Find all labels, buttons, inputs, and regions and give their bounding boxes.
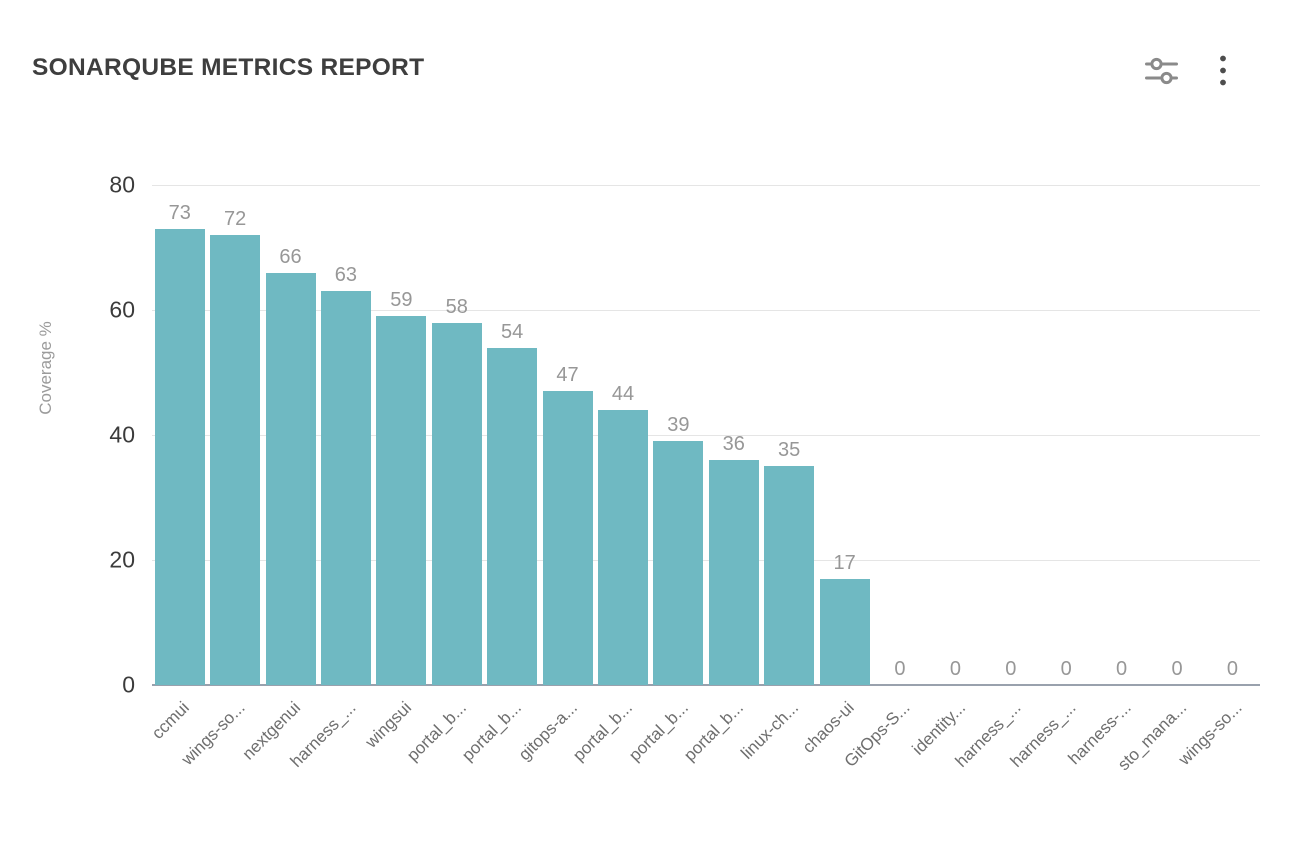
x-axis-label-text: portal_b... <box>569 698 637 765</box>
bar[interactable] <box>376 316 427 685</box>
bar-value-label: 72 <box>223 208 247 230</box>
bar-value-label: 0 <box>1116 658 1128 680</box>
bar-value-label: 0 <box>1005 658 1017 680</box>
bar-slot: 58 <box>429 185 484 685</box>
y-tick-label-40: 40 <box>109 421 135 448</box>
gridline-40 <box>152 435 1260 436</box>
bar[interactable] <box>819 578 870 685</box>
plot-area: 0 20 40 60 80 73 72 66 63 59 58 54 47 44 39 36 35 17 0 0 0 0… <box>109 172 1260 774</box>
x-axis-label-text: wingsui <box>361 698 415 752</box>
bar-value-label: 0 <box>1171 658 1183 680</box>
bar-slot: 47 <box>540 185 595 685</box>
y-tick-label-20: 20 <box>109 546 135 573</box>
bar-value-label: 0 <box>894 658 906 680</box>
bar-slot: 59 <box>374 185 429 685</box>
bar-slot: 0 <box>1094 185 1149 685</box>
bar[interactable] <box>320 291 371 685</box>
bars-container: 73 72 66 63 59 58 54 47 44 39 36 35 17 0 0 0 0 0 0 0 <box>152 185 1260 685</box>
bar[interactable] <box>265 272 316 685</box>
y-tick-label-80: 80 <box>109 171 135 198</box>
bar-slot: 17 <box>817 185 872 685</box>
bar-value-label: 73 <box>168 201 191 224</box>
bar[interactable] <box>431 322 482 685</box>
y-axis-title: Coverage % <box>36 321 55 415</box>
bar[interactable] <box>764 466 815 685</box>
bar[interactable] <box>210 235 261 685</box>
bar-slot: 0 <box>1039 185 1094 685</box>
sliders-filter-icon <box>1144 57 1179 92</box>
bar-slot: 73 <box>152 185 207 685</box>
bar-slot: 39 <box>651 185 706 685</box>
x-axis-label-text: portal_b... <box>680 698 748 765</box>
bar[interactable] <box>708 460 759 685</box>
bar[interactable] <box>542 391 593 685</box>
bar-value-label: 59 <box>390 289 413 312</box>
gridline-20 <box>152 560 1260 561</box>
bar-value-label: 54 <box>501 320 524 343</box>
bar-slot: 0 <box>1205 185 1260 685</box>
y-tick-label-60: 60 <box>109 296 135 323</box>
page-title: SONARQUBE METRICS REPORT <box>32 54 425 81</box>
bar-slot: 54 <box>484 185 539 685</box>
bar-slot: 44 <box>595 185 650 685</box>
bar-value-label: 0 <box>1060 658 1072 680</box>
bar-slot: 0 <box>983 185 1038 685</box>
bar-value-label: 17 <box>833 551 856 574</box>
kebab-menu-icon <box>1218 55 1228 92</box>
x-axis-label-text: linux-ch... <box>737 698 803 763</box>
bar-slot: 0 <box>928 185 983 685</box>
x-axis-label-text: portal_b... <box>624 698 692 765</box>
bar-value-label: 39 <box>667 414 690 437</box>
bar[interactable] <box>653 441 704 685</box>
x-axis-label-text: portal_b... <box>458 698 526 765</box>
bar-value-label: 66 <box>279 245 302 268</box>
bar-value-label: 35 <box>778 439 801 462</box>
bar[interactable] <box>487 347 538 685</box>
bar-value-label: 58 <box>445 295 468 318</box>
bar-value-label: 0 <box>1226 658 1238 680</box>
x-axis-label-text: ccmui <box>148 698 194 743</box>
gridline-60 <box>152 310 1260 311</box>
bar[interactable] <box>154 228 205 685</box>
bar-slot: 36 <box>706 185 761 685</box>
bar-value-label: 36 <box>722 433 745 455</box>
bar-value-label: 44 <box>611 383 635 405</box>
bar-slot: 0 <box>872 185 927 685</box>
y-tick-label-0: 0 <box>122 671 135 698</box>
bar-slot: 72 <box>207 185 262 685</box>
x-axis-label-text: portal_b... <box>403 698 471 765</box>
bar-slot: 0 <box>1149 185 1204 685</box>
bar-slot: 66 <box>263 185 318 685</box>
bar-value-label: 0 <box>949 658 961 680</box>
bar-value-label: 63 <box>334 264 358 287</box>
x-axis-line <box>152 684 1260 686</box>
bar-value-label: 47 <box>556 364 579 387</box>
more-options-button[interactable] <box>1216 50 1230 91</box>
bar-slot: 63 <box>318 185 373 685</box>
bar-slot: 35 <box>761 185 816 685</box>
filter-settings-button[interactable] <box>1142 50 1181 91</box>
gridline-80 <box>152 185 1260 186</box>
bar[interactable] <box>597 410 648 685</box>
